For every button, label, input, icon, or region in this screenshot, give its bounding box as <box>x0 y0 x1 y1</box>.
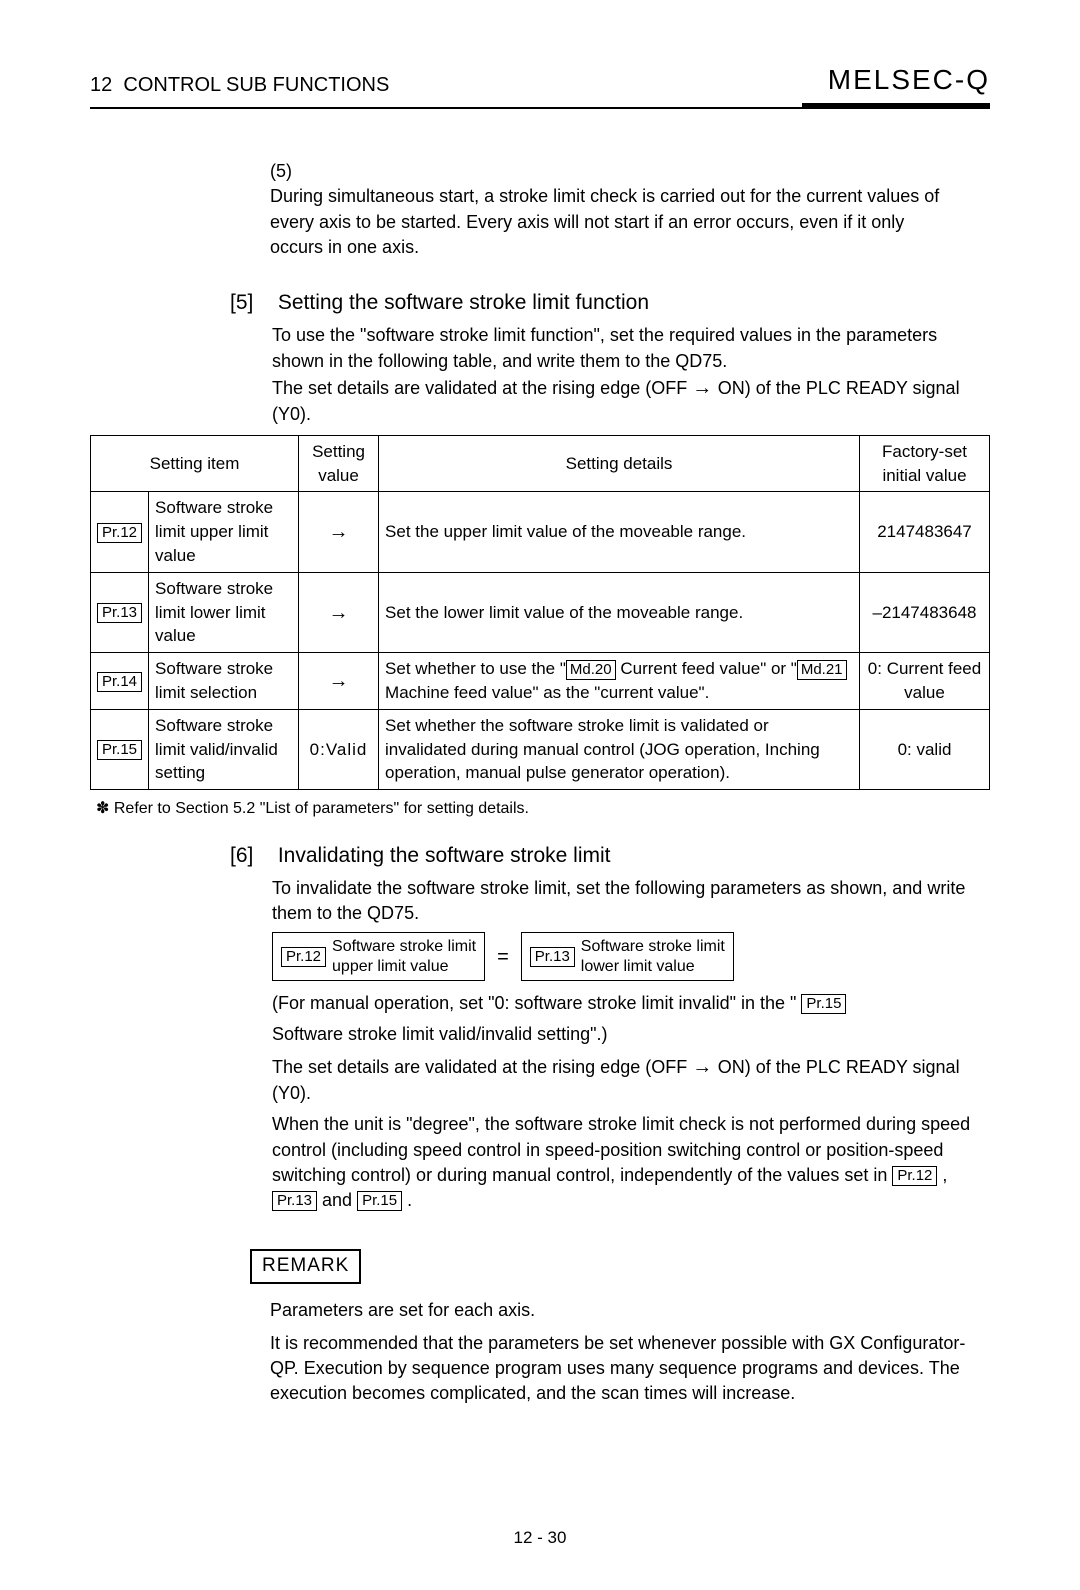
parameter-table: Setting item Setting value Setting detai… <box>90 435 990 790</box>
col-setting-details: Setting details <box>379 435 860 492</box>
arrow-icon: → <box>329 521 349 543</box>
pr-badge: Pr.12 <box>97 523 142 543</box>
section-number: [6] <box>230 841 272 870</box>
pr-badge: Pr.15 <box>357 1191 402 1211</box>
page-header: 12 CONTROL SUB FUNCTIONS MELSEC-Q <box>90 60 990 99</box>
pr-badge: Pr.15 <box>97 740 142 760</box>
param-detail: Set whether the software stroke limit is… <box>379 709 860 789</box>
factory-value: 2147483647 <box>860 492 990 572</box>
item-number: (5) <box>270 159 308 184</box>
section-6-p3: The set details are validated at the ris… <box>272 1053 990 1106</box>
arrow-icon: → <box>329 602 349 624</box>
section-6-heading: [6] Invalidating the software stroke lim… <box>230 841 990 870</box>
section-5-body: To use the "software stroke limit functi… <box>272 323 990 427</box>
factory-value: 0: valid <box>860 709 990 789</box>
col-factory-value: Factory-set initial value <box>860 435 990 492</box>
param-name: Software stroke limit upper limit value <box>149 492 299 572</box>
table-row: Pr.12 Software stroke limit upper limit … <box>91 492 990 572</box>
table-row: Pr.14 Software stroke limit selection → … <box>91 653 990 710</box>
param-detail: Set whether to use the "Md.20 Current fe… <box>379 653 860 710</box>
chapter-label: 12 CONTROL SUB FUNCTIONS <box>90 71 389 99</box>
chapter-title: CONTROL SUB FUNCTIONS <box>123 74 389 96</box>
eq-text: Software stroke limitlower limit value <box>581 937 725 975</box>
pr-badge: Pr.13 <box>272 1191 317 1211</box>
table-row: Pr.15 Software stroke limit valid/invali… <box>91 709 990 789</box>
md-badge: Md.20 <box>566 660 616 680</box>
brand-label: MELSEC-Q <box>828 60 990 99</box>
eq-text: Software stroke limitupper limit value <box>332 937 476 975</box>
section-5-p2: The set details are validated at the ris… <box>272 374 980 427</box>
pr-badge: Pr.14 <box>97 672 142 692</box>
table-row: Pr.13 Software stroke limit lower limit … <box>91 572 990 652</box>
section-6-p2: (For manual operation, set "0: software … <box>272 991 990 1016</box>
remark-label: REMARK <box>250 1249 361 1284</box>
col-setting-item: Setting item <box>91 435 299 492</box>
remark-p2: It is recommended that the parameters be… <box>270 1331 980 1407</box>
remark-body: Parameters are set for each axis. It is … <box>270 1298 990 1407</box>
col-setting-value: Setting value <box>299 435 379 492</box>
arrow-icon: → <box>329 670 349 692</box>
equation-row: Pr.12 Software stroke limitupper limit v… <box>272 932 990 980</box>
section-6-p1: To invalidate the software stroke limit,… <box>272 876 990 926</box>
equation-box-right: Pr.13 Software stroke limitlower limit v… <box>521 932 734 980</box>
equals-sign: = <box>497 943 509 971</box>
param-detail: Set the lower limit value of the moveabl… <box>379 572 860 652</box>
section-5-heading: [5] Setting the software stroke limit fu… <box>230 288 990 317</box>
item-text: During simultaneous start, a stroke limi… <box>270 184 950 260</box>
section-6-p2c: Software stroke limit valid/invalid sett… <box>272 1022 990 1047</box>
param-name: Software stroke limit valid/invalid sett… <box>149 709 299 789</box>
section-number: [5] <box>230 288 272 317</box>
star-icon: ✽ <box>96 800 109 817</box>
table-footnote: ✽ Refer to Section 5.2 "List of paramete… <box>96 798 990 820</box>
param-name: Software stroke limit selection <box>149 653 299 710</box>
paragraph-5: (5) During simultaneous start, a stroke … <box>270 159 990 260</box>
param-name: Software stroke limit lower limit value <box>149 572 299 652</box>
factory-value: –2147483648 <box>860 572 990 652</box>
pr-badge: Pr.13 <box>530 947 575 967</box>
section-title: Setting the software stroke limit functi… <box>278 291 649 314</box>
equation-box-left: Pr.12 Software stroke limitupper limit v… <box>272 932 485 980</box>
page-number: 12 - 30 <box>90 1526 990 1550</box>
pr-badge: Pr.12 <box>892 1166 937 1186</box>
md-badge: Md.21 <box>797 660 847 680</box>
factory-value: 0: Current feed value <box>860 653 990 710</box>
param-value: 0:Valid <box>299 709 379 789</box>
arrow-icon: → <box>692 1056 718 1078</box>
section-title: Invalidating the software stroke limit <box>278 844 611 867</box>
header-rule <box>90 107 990 109</box>
arrow-icon: → <box>692 377 718 399</box>
pr-badge: Pr.12 <box>281 947 326 967</box>
section-6-p4: When the unit is "degree", the software … <box>272 1112 990 1213</box>
remark-p1: Parameters are set for each axis. <box>270 1298 980 1323</box>
pr-badge: Pr.15 <box>801 994 846 1014</box>
param-detail: Set the upper limit value of the moveabl… <box>379 492 860 572</box>
chapter-number: 12 <box>90 74 112 96</box>
section-5-p1: To use the "software stroke limit functi… <box>272 323 980 373</box>
pr-badge: Pr.13 <box>97 603 142 623</box>
